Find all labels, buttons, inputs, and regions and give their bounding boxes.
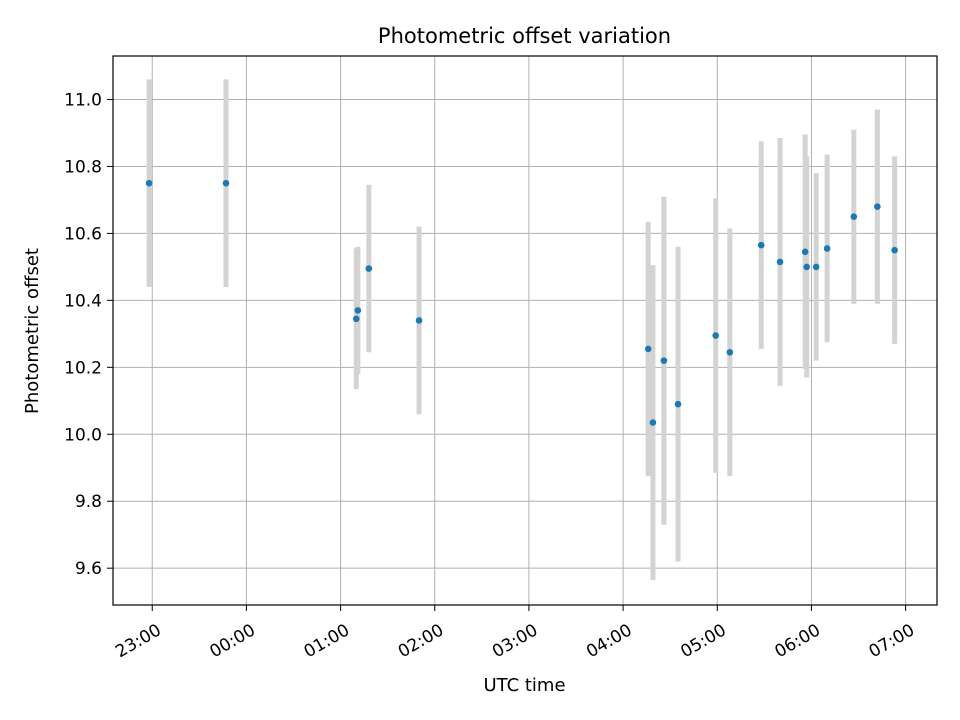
data-point xyxy=(803,263,811,271)
data-point xyxy=(891,246,898,254)
y-tick-label: 10.0 xyxy=(64,425,102,445)
point-layer xyxy=(145,179,898,426)
data-point xyxy=(674,400,682,408)
y-tick-label: 10.6 xyxy=(64,224,102,244)
data-point xyxy=(712,332,719,339)
data-point xyxy=(660,357,668,364)
x-axis-title: UTC time xyxy=(483,675,565,696)
data-point xyxy=(649,419,657,426)
data-point xyxy=(365,265,373,272)
data-point xyxy=(757,241,765,249)
data-point xyxy=(222,179,230,187)
data-point xyxy=(874,203,881,210)
grid-layer xyxy=(113,56,937,605)
data-point xyxy=(823,245,831,252)
data-point xyxy=(850,213,858,220)
y-tick-label: 9.8 xyxy=(75,492,102,512)
data-point xyxy=(801,248,809,256)
y-tick-label: 10.4 xyxy=(64,291,102,311)
data-point xyxy=(644,345,652,353)
data-point xyxy=(415,317,423,324)
data-point xyxy=(352,315,360,323)
data-point xyxy=(776,258,784,266)
y-axis-title: Photometric offset xyxy=(22,248,43,414)
y-tick-label: 9.6 xyxy=(75,559,102,579)
y-tick-label: 11.0 xyxy=(64,91,102,111)
plot-frame xyxy=(112,55,938,606)
chart-title: Photometric offset variation xyxy=(378,24,671,48)
data-point xyxy=(812,263,820,271)
data-point xyxy=(354,307,362,314)
data-point xyxy=(145,179,153,187)
data-point xyxy=(726,348,734,356)
y-tick-label: 10.8 xyxy=(64,157,102,177)
y-tick-label: 10.2 xyxy=(64,358,102,378)
